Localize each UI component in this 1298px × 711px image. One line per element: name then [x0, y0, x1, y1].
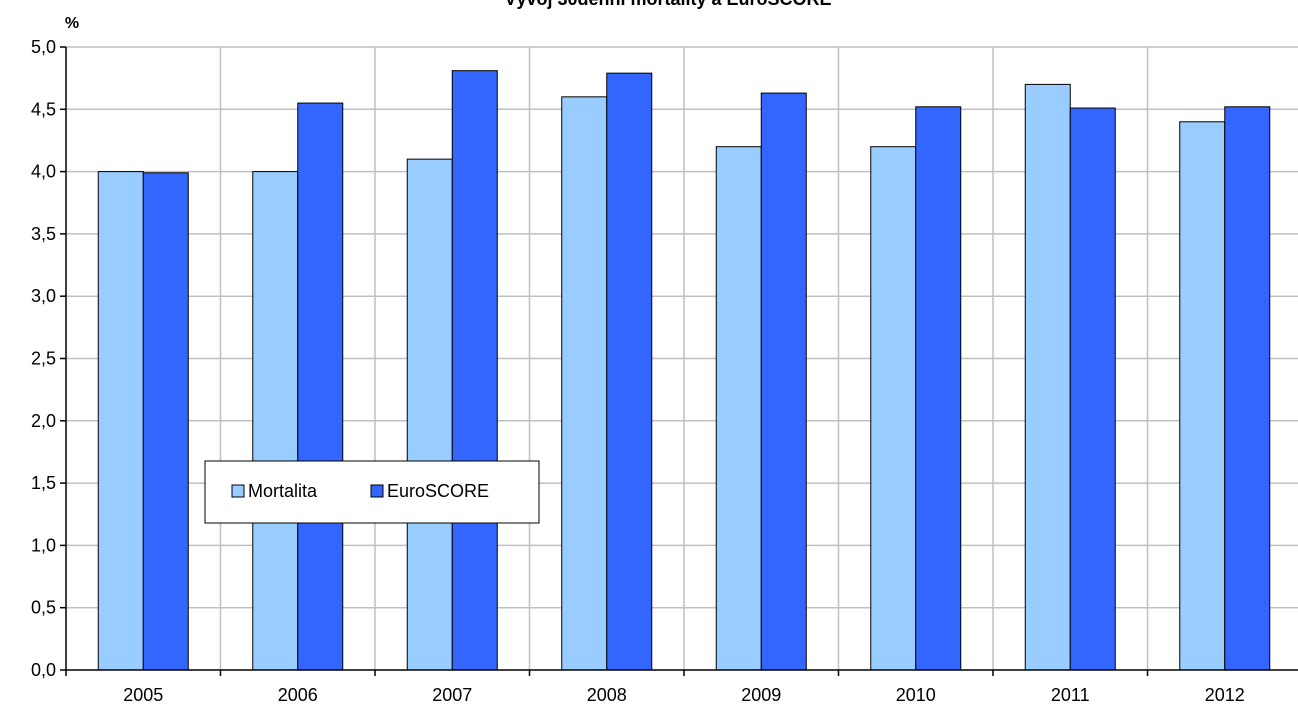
x-tick-label: 2007 [432, 685, 472, 705]
axes [60, 46, 1298, 676]
x-tick-labels: 2005 2006 2007 2008 2009 2010 2011 2012 [123, 685, 1245, 705]
x-tick-label: 2012 [1205, 685, 1245, 705]
y-tick-label: 1,0 [31, 535, 56, 555]
bar-euroscore-2012 [1224, 106, 1271, 671]
x-tick-label: 2006 [278, 685, 318, 705]
y-tick-label: 3,0 [31, 286, 56, 306]
bar-mortalita-2007 [406, 158, 453, 671]
legend-swatch-mortalita [231, 484, 245, 498]
y-tick-label: 3,5 [31, 224, 56, 244]
bar-euroscore-2005 [142, 172, 189, 671]
legend-swatch-euroscore [370, 484, 384, 498]
bar-mortalita-2009 [715, 146, 762, 671]
y-tick-label: 5,0 [31, 37, 56, 57]
legend: Mortalita EuroSCORE [204, 460, 540, 524]
bar-euroscore-2011 [1069, 107, 1116, 671]
y-tick-label: 1,5 [31, 473, 56, 493]
legend-label-mortalita: Mortalita [248, 481, 318, 501]
bar-mortalita-2011 [1024, 83, 1071, 671]
bar-mortalita-2010 [870, 146, 917, 671]
bar-mortalita-2008 [561, 96, 608, 671]
x-tick-label: 2011 [1051, 685, 1090, 705]
y-tick-label: 0,5 [31, 598, 56, 618]
bars [97, 70, 1271, 671]
legend-label-euroscore: EuroSCORE [387, 481, 489, 501]
bar-euroscore-2009 [760, 92, 807, 671]
bar-euroscore-2010 [915, 106, 962, 671]
bar-mortalita-2006 [252, 171, 299, 671]
y-tick-label: 2,5 [31, 349, 56, 369]
bar-mortalita-2012 [1179, 121, 1226, 671]
x-tick-label: 2008 [587, 685, 627, 705]
bar-euroscore-2007 [451, 70, 498, 671]
y-axis-unit-label: % [65, 15, 79, 32]
bar-mortalita-2005 [97, 171, 144, 671]
y-tick-label: 0,0 [31, 660, 56, 680]
x-tick-label: 2005 [123, 685, 163, 705]
chart-title: Vývoj 30denní mortality a EuroSCORE [504, 0, 831, 9]
bar-euroscore-2008 [606, 72, 653, 671]
y-tick-label: 4,0 [31, 162, 56, 182]
y-tick-label: 4,5 [31, 99, 56, 119]
x-tick-label: 2010 [896, 685, 936, 705]
bar-euroscore-2006 [297, 102, 344, 671]
y-tick-label: 2,0 [31, 411, 56, 431]
y-tick-labels: 0,0 0,5 1,0 1,5 2,0 2,5 3,0 3,5 4,0 4,5 5,0 [31, 37, 56, 680]
x-tick-label: 2009 [741, 685, 781, 705]
